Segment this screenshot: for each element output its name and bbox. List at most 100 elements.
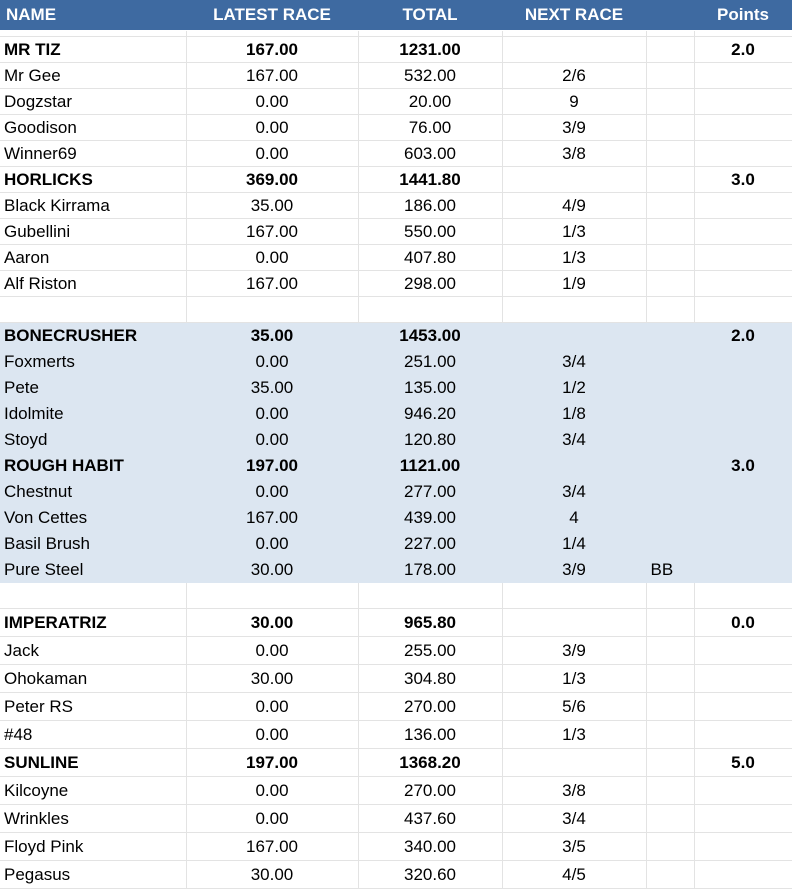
total-cell[interactable]: 270.00 <box>358 692 503 721</box>
note-cell[interactable] <box>646 114 695 141</box>
name-cell[interactable]: Foxmerts <box>0 348 187 375</box>
next-race-cell[interactable] <box>502 748 647 777</box>
points-cell[interactable] <box>694 504 792 531</box>
next-race-cell[interactable]: 1/3 <box>502 244 647 271</box>
note-cell[interactable] <box>646 748 695 777</box>
latest-race-cell[interactable]: 0.00 <box>186 140 359 167</box>
total-cell[interactable]: 437.60 <box>358 804 503 833</box>
total-cell[interactable]: 255.00 <box>358 636 503 665</box>
points-cell[interactable] <box>694 62 792 89</box>
total-cell[interactable]: 304.80 <box>358 664 503 693</box>
name-cell[interactable]: Winner69 <box>0 140 187 167</box>
latest-race-cell[interactable]: 167.00 <box>186 62 359 89</box>
name-cell[interactable]: Von Cettes <box>0 504 187 531</box>
note-cell[interactable] <box>646 692 695 721</box>
next-race-cell[interactable] <box>502 296 647 323</box>
total-cell[interactable]: 76.00 <box>358 114 503 141</box>
total-cell[interactable]: 186.00 <box>358 192 503 219</box>
points-cell[interactable] <box>694 720 792 749</box>
name-cell[interactable]: Kilcoyne <box>0 776 187 805</box>
name-cell[interactable]: Basil Brush <box>0 530 187 557</box>
next-race-cell[interactable] <box>502 582 647 609</box>
total-cell[interactable]: 550.00 <box>358 218 503 245</box>
points-cell[interactable]: 2.0 <box>694 322 792 349</box>
note-cell[interactable] <box>646 664 695 693</box>
total-cell[interactable]: 135.00 <box>358 374 503 401</box>
total-cell[interactable]: 439.00 <box>358 504 503 531</box>
total-cell[interactable]: 20.00 <box>358 88 503 115</box>
points-cell[interactable]: 2.0 <box>694 36 792 63</box>
latest-race-cell[interactable]: 0.00 <box>186 530 359 557</box>
latest-race-cell[interactable]: 167.00 <box>186 832 359 861</box>
points-cell[interactable] <box>694 426 792 453</box>
next-race-cell[interactable]: 1/3 <box>502 664 647 693</box>
points-cell[interactable]: 3.0 <box>694 166 792 193</box>
latest-race-cell[interactable]: 0.00 <box>186 88 359 115</box>
column-header-blank[interactable] <box>646 0 695 31</box>
name-cell[interactable]: #48 <box>0 720 187 749</box>
total-cell[interactable]: 946.20 <box>358 400 503 427</box>
next-race-cell[interactable]: 3/8 <box>502 140 647 167</box>
note-cell[interactable] <box>646 166 695 193</box>
latest-race-cell[interactable]: 30.00 <box>186 608 359 637</box>
next-race-cell[interactable]: 4/5 <box>502 860 647 889</box>
note-cell[interactable] <box>646 62 695 89</box>
total-cell[interactable]: 1231.00 <box>358 36 503 63</box>
next-race-cell[interactable]: 1/9 <box>502 270 647 297</box>
note-cell[interactable] <box>646 36 695 63</box>
next-race-cell[interactable]: 3/4 <box>502 348 647 375</box>
name-cell[interactable]: Alf Riston <box>0 270 187 297</box>
latest-race-cell[interactable]: 197.00 <box>186 748 359 777</box>
column-header-name[interactable]: NAME <box>0 0 187 31</box>
next-race-cell[interactable]: 4 <box>502 504 647 531</box>
latest-race-cell[interactable]: 167.00 <box>186 218 359 245</box>
total-cell[interactable]: 603.00 <box>358 140 503 167</box>
name-cell[interactable]: Gubellini <box>0 218 187 245</box>
note-cell[interactable] <box>646 322 695 349</box>
points-cell[interactable] <box>694 582 792 609</box>
latest-race-cell[interactable]: 35.00 <box>186 374 359 401</box>
latest-race-cell[interactable]: 0.00 <box>186 804 359 833</box>
name-cell[interactable]: Aaron <box>0 244 187 271</box>
latest-race-cell[interactable]: 0.00 <box>186 776 359 805</box>
points-cell[interactable]: 0.0 <box>694 608 792 637</box>
note-cell[interactable] <box>646 504 695 531</box>
total-cell[interactable]: 227.00 <box>358 530 503 557</box>
points-cell[interactable] <box>694 776 792 805</box>
points-cell[interactable] <box>694 804 792 833</box>
latest-race-cell[interactable]: 0.00 <box>186 720 359 749</box>
note-cell[interactable] <box>646 348 695 375</box>
next-race-cell[interactable]: 1/3 <box>502 218 647 245</box>
name-cell[interactable]: Peter RS <box>0 692 187 721</box>
note-cell[interactable] <box>646 140 695 167</box>
name-cell[interactable]: MR TIZ <box>0 36 187 63</box>
note-cell[interactable] <box>646 582 695 609</box>
name-cell[interactable] <box>0 296 187 323</box>
total-cell[interactable] <box>358 582 503 609</box>
next-race-cell[interactable] <box>502 452 647 479</box>
latest-race-cell[interactable] <box>186 296 359 323</box>
name-cell[interactable]: IMPERATRIZ <box>0 608 187 637</box>
note-cell[interactable] <box>646 244 695 271</box>
next-race-cell[interactable]: 1/4 <box>502 530 647 557</box>
next-race-cell[interactable]: 4/9 <box>502 192 647 219</box>
next-race-cell[interactable]: 3/9 <box>502 636 647 665</box>
name-cell[interactable]: Black Kirrama <box>0 192 187 219</box>
column-header-latest-race[interactable]: LATEST RACE <box>186 0 359 31</box>
total-cell[interactable]: 120.80 <box>358 426 503 453</box>
points-cell[interactable] <box>694 860 792 889</box>
points-cell[interactable] <box>694 114 792 141</box>
name-cell[interactable]: Chestnut <box>0 478 187 505</box>
name-cell[interactable]: Floyd Pink <box>0 832 187 861</box>
next-race-cell[interactable] <box>502 166 647 193</box>
note-cell[interactable] <box>646 192 695 219</box>
points-cell[interactable] <box>694 692 792 721</box>
total-cell[interactable]: 298.00 <box>358 270 503 297</box>
total-cell[interactable] <box>358 296 503 323</box>
name-cell[interactable]: Pure Steel <box>0 556 187 583</box>
note-cell[interactable] <box>646 608 695 637</box>
note-cell[interactable] <box>646 478 695 505</box>
next-race-cell[interactable]: 1/8 <box>502 400 647 427</box>
points-cell[interactable] <box>694 140 792 167</box>
latest-race-cell[interactable]: 0.00 <box>186 636 359 665</box>
